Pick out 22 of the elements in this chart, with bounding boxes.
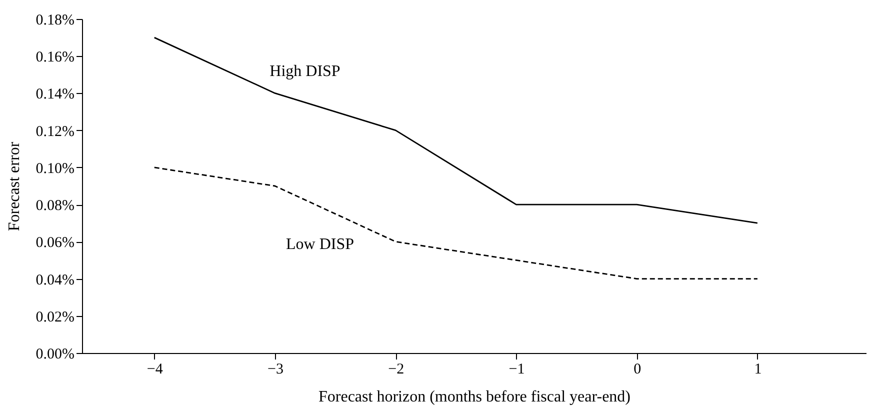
y-tick-label: 0.06% bbox=[36, 235, 74, 252]
y-tick-label: 0.12% bbox=[36, 124, 74, 140]
x-tick-label: −3 bbox=[268, 362, 284, 378]
x-tick-label: −1 bbox=[508, 362, 525, 378]
series-label: Low DISP bbox=[286, 236, 354, 253]
x-tick-label: 1 bbox=[754, 362, 762, 378]
y-tick-label: 0.00% bbox=[36, 346, 74, 362]
line-series bbox=[154, 166, 758, 280]
y-tick-label: 0.04% bbox=[36, 272, 74, 288]
series-label: High DISP bbox=[270, 63, 340, 80]
y-tick-label: 0.10% bbox=[36, 160, 74, 177]
y-axis-title: Forecast error bbox=[6, 141, 23, 232]
line-series bbox=[154, 36, 758, 224]
x-tick-label: 0 bbox=[634, 362, 642, 378]
x-tick-label: −4 bbox=[146, 362, 164, 378]
y-tick-label: 0.08% bbox=[36, 198, 74, 214]
x-axis-title: Forecast horizon (months before fiscal year-end) bbox=[318, 388, 630, 406]
y-tick-label: 0.14% bbox=[36, 86, 74, 103]
y-tick-label: 0.16% bbox=[36, 50, 74, 66]
x-tick-label: −2 bbox=[388, 362, 404, 378]
y-tick-label: 0.18% bbox=[36, 12, 74, 28]
y-tick-label: 0.02% bbox=[36, 309, 74, 326]
